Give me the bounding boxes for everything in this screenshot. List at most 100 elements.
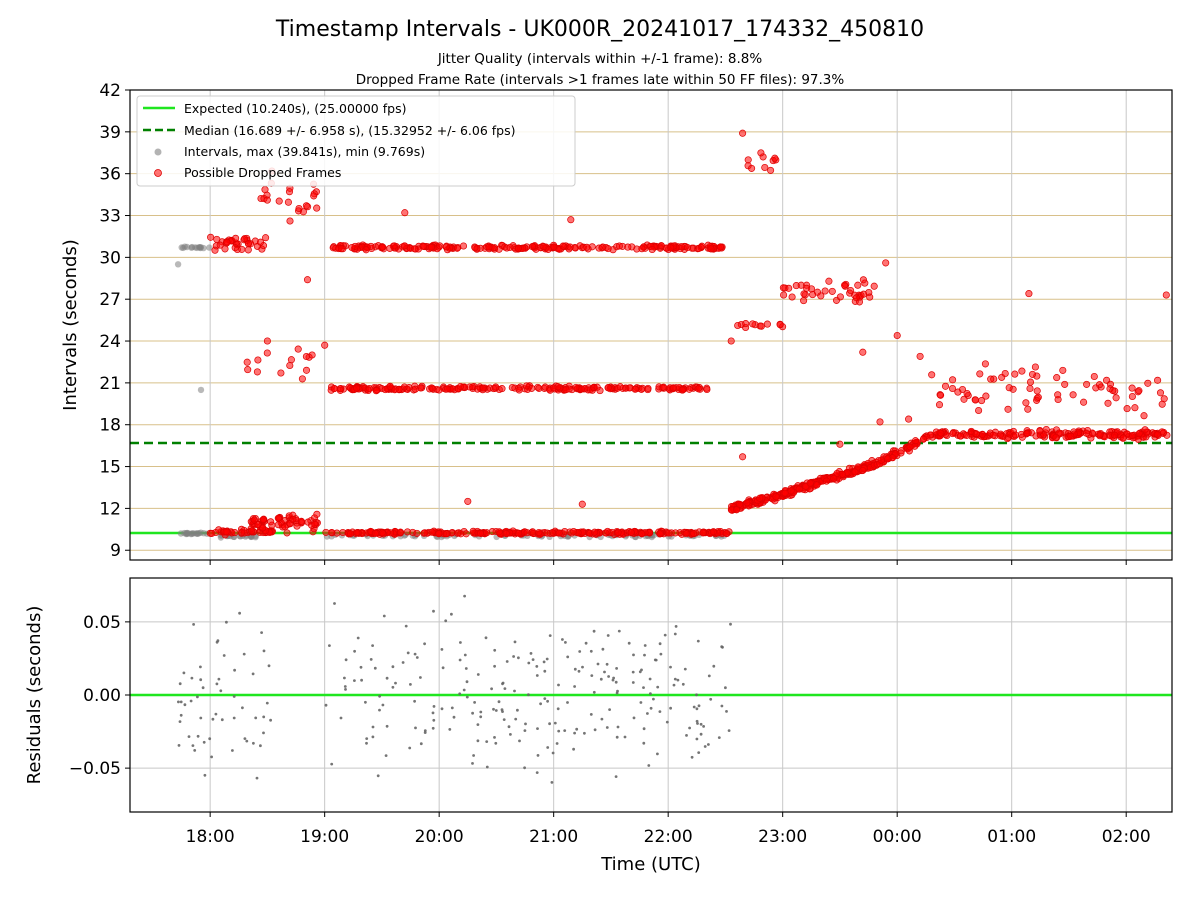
legend: Expected (10.240s), (25.00000 fps) Media… [136, 95, 576, 187]
residual-point [423, 642, 426, 646]
dropped-frame-point [860, 290, 868, 298]
residual-point [192, 623, 196, 626]
dropped-frame-point [578, 500, 586, 508]
residual-point [543, 669, 547, 673]
residual-point [546, 699, 549, 703]
residual-point [697, 704, 701, 708]
residual-point [523, 729, 527, 732]
residual-point [638, 670, 642, 674]
dropped-frame-point [707, 245, 715, 253]
residual-point [214, 712, 218, 716]
dropped-frame-point [644, 384, 652, 392]
dropped-frame-point [284, 198, 292, 206]
dropped-frame-point [699, 529, 707, 537]
y-tick-label: 21 [99, 374, 121, 394]
dropped-frame-point [876, 418, 884, 426]
dropped-frame-point [822, 477, 831, 485]
dropped-frame-point [905, 415, 913, 423]
dropped-frame-point [502, 530, 510, 538]
dropped-frame-point [559, 242, 567, 250]
dropped-frame-point [671, 529, 680, 537]
residual-point [269, 718, 272, 722]
residual-point [556, 707, 560, 711]
dropped-frame-point [244, 239, 252, 248]
residual-point [720, 704, 724, 708]
dropped-frame-point [978, 397, 986, 405]
residual-point [729, 622, 732, 626]
residual-point [639, 701, 643, 704]
dropped-frame-point [435, 530, 443, 538]
top-x-ticks [209, 560, 1127, 565]
y-tick-label: 42 [99, 81, 121, 101]
y-tick-label: 27 [99, 290, 121, 310]
dropped-frame-point [954, 388, 962, 396]
residual-point [699, 732, 703, 736]
dropped-frame-point [1018, 433, 1026, 441]
residual-point [589, 649, 593, 653]
dropped-frame-point [911, 437, 920, 445]
residual-point [673, 677, 677, 681]
bottom-y-ticks: 0.05 0.00 −0.05 [69, 613, 130, 779]
dropped-frame-point [1080, 398, 1088, 406]
dropped-frame-point [972, 430, 980, 438]
dropped-frame-point [1154, 376, 1162, 384]
residual-point [440, 707, 444, 711]
dropped-frame-point [763, 320, 771, 328]
residual-point [564, 641, 567, 644]
residual-point [578, 650, 582, 653]
dropped-frame-point [1141, 426, 1149, 434]
residual-point [669, 706, 672, 710]
dropped-frame-point [381, 386, 389, 394]
residual-point [458, 692, 462, 696]
dropped-frame-point [1090, 372, 1098, 381]
residual-point [193, 749, 197, 752]
dropped-frame-point [813, 481, 821, 489]
dropped-frame-point [302, 352, 310, 361]
residual-point [493, 648, 497, 652]
residual-point [259, 744, 262, 748]
residual-point [674, 625, 678, 628]
residual-point [631, 670, 635, 674]
residual-point [615, 667, 618, 670]
residual-point [589, 713, 593, 716]
residual-point [485, 765, 489, 769]
dropped-frame-point [836, 293, 844, 301]
x-tick-label: 23:00 [758, 827, 807, 847]
dropped-frame-point [937, 429, 945, 437]
residual-point [432, 718, 436, 722]
interval-point [188, 530, 195, 538]
residual-point [688, 726, 691, 730]
residual-point [196, 695, 199, 699]
residual-point [414, 726, 417, 730]
dropped-frame-point [1034, 393, 1042, 401]
dropped-frame-point [852, 294, 861, 302]
residual-point [458, 658, 462, 662]
residual-point [696, 639, 700, 643]
dropped-frame-point [378, 529, 386, 537]
residual-point [473, 701, 476, 704]
dropped-frame-point [627, 528, 635, 536]
residual-point [385, 676, 389, 680]
dropped-frame-point [313, 204, 321, 212]
legend-swatch-intervals [154, 148, 162, 156]
residual-point [527, 661, 531, 665]
residual-point [663, 633, 667, 637]
dropped-frame-point [208, 529, 216, 537]
dropped-frame-point [1156, 389, 1165, 397]
residual-point [707, 743, 710, 746]
residual-point [616, 725, 620, 729]
residual-point [614, 775, 618, 778]
residual-point [210, 755, 214, 759]
dropped-frame-point [277, 369, 285, 377]
dropped-frame-point [267, 518, 275, 526]
dropped-frame-point [410, 245, 419, 253]
dropped-frame-point [941, 382, 950, 390]
dropped-frame-point [528, 243, 536, 251]
residual-point [563, 729, 567, 732]
dropped-frame-point [1112, 394, 1120, 402]
dropped-frame-point [1109, 386, 1117, 395]
residual-point [601, 647, 605, 651]
dropped-frame-point [421, 529, 429, 537]
dropped-frame-point [870, 282, 878, 290]
dropped-frame-point [303, 276, 312, 284]
